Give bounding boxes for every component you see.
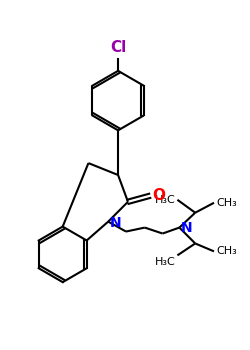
Text: Cl: Cl	[110, 40, 126, 55]
Text: H₃C: H₃C	[155, 195, 176, 205]
Text: CH₃: CH₃	[216, 246, 237, 257]
Text: CH₃: CH₃	[216, 198, 237, 208]
Text: O: O	[153, 188, 166, 203]
Text: N: N	[110, 216, 122, 230]
Text: H₃C: H₃C	[155, 257, 176, 267]
Text: N: N	[180, 220, 192, 234]
